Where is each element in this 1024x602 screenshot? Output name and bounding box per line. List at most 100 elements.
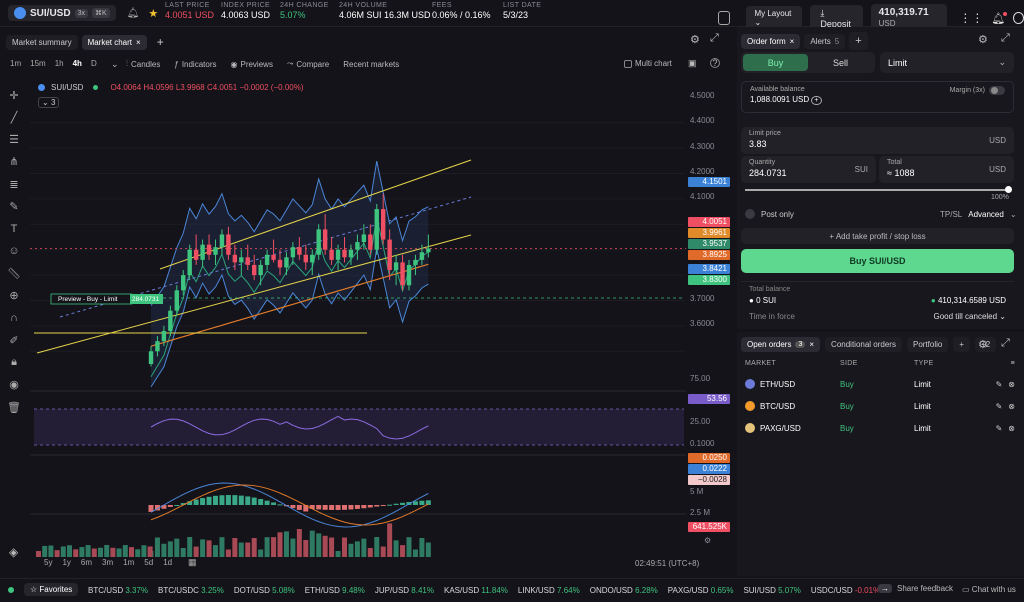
plus-icon[interactable]: +: [811, 96, 822, 105]
timeframe-15m[interactable]: 15m: [30, 59, 46, 68]
order-row[interactable]: ETH/USD Buy Limit ✎ ⊗: [745, 373, 1015, 395]
add-tab-button[interactable]: +: [953, 337, 971, 352]
layout-toggle-icon[interactable]: [718, 11, 731, 25]
tab-order-form[interactable]: Order form ×: [741, 33, 801, 49]
buy-tab[interactable]: Buy: [743, 54, 808, 71]
timeframe-1m[interactable]: 1m: [10, 59, 22, 68]
range-6m[interactable]: 6m: [80, 558, 93, 567]
horizontal-lines-icon[interactable]: ☰: [9, 134, 19, 147]
more-tabs-button[interactable]: +2: [975, 337, 997, 352]
indicators-button[interactable]: ƒ Indicators: [174, 60, 216, 69]
amount-slider[interactable]: [745, 186, 1012, 193]
text-icon[interactable]: T: [10, 222, 18, 235]
favorites-button[interactable]: ☆ Favorites: [24, 583, 79, 596]
checkbox[interactable]: [745, 209, 755, 219]
range-1m[interactable]: 1m: [123, 558, 135, 567]
tpsl-selector[interactable]: TP/SL Advanced ⌄: [940, 210, 1017, 219]
magnet-icon[interactable]: ∩: [10, 311, 18, 324]
total-field[interactable]: Total ≈ 1088 USD: [879, 156, 1014, 183]
settings-icon[interactable]: ⚙: [978, 339, 988, 351]
edit-icon[interactable]: ✎: [995, 401, 1003, 411]
previews-button[interactable]: ◉ Previews: [231, 60, 273, 69]
add-tab-button[interactable]: +: [849, 32, 868, 50]
expand-icon[interactable]: ⤢: [1001, 337, 1010, 349]
post-only-option[interactable]: Post only: [745, 209, 794, 219]
lock-drawing-icon[interactable]: ✐: [9, 334, 19, 347]
trend-line-icon[interactable]: ╱: [10, 111, 18, 124]
tab-portfolio[interactable]: Portfolio: [906, 337, 949, 352]
help-icon[interactable]: ?: [710, 58, 720, 68]
cancel-icon[interactable]: ⊗: [1008, 401, 1015, 411]
pitchfork-icon[interactable]: ⋔: [9, 156, 19, 169]
ticker-item[interactable]: USDC/USD -0.01%: [811, 586, 878, 595]
indicator-toggle[interactable]: ⌄ 3: [38, 97, 60, 108]
timeframe-1h[interactable]: 1h: [54, 59, 64, 68]
close-icon[interactable]: ×: [136, 37, 141, 47]
eye-icon[interactable]: ◉: [9, 379, 19, 392]
cancel-icon[interactable]: ⊗: [1008, 379, 1015, 389]
zoom-in-icon[interactable]: ⊕: [9, 290, 19, 303]
quantity-field[interactable]: Quantity 284.0731 SUI: [741, 156, 876, 183]
candles-button[interactable]: ⫶ Candles: [126, 59, 160, 69]
ticker-item[interactable]: SUI/USD 5.07%: [743, 586, 800, 595]
add-tp-sl-button[interactable]: + Add take profit / stop loss: [741, 228, 1014, 244]
tab-market-chart[interactable]: Market chart ×: [81, 34, 147, 50]
timeframe-4h[interactable]: 4h: [72, 59, 82, 68]
sell-tab[interactable]: Sell: [832, 57, 848, 68]
ticker-item[interactable]: LINK/USD 7.64%: [518, 586, 580, 595]
multi-chart-toggle[interactable]: Multi chart: [624, 59, 672, 68]
buy-submit-button[interactable]: Buy SUI/USD: [741, 249, 1014, 273]
tif-select[interactable]: Good till canceled ⌄: [933, 312, 1006, 321]
tab-alerts[interactable]: Alerts 5: [804, 33, 846, 49]
expand-icon[interactable]: ⤢: [1001, 32, 1010, 44]
star-icon[interactable]: ★: [148, 7, 159, 20]
ticker-item[interactable]: DOT/USD 5.08%: [234, 586, 295, 595]
ticker-item[interactable]: BTC/USDC 3.25%: [158, 586, 224, 595]
edit-icon[interactable]: ✎: [995, 423, 1003, 433]
expand-icon[interactable]: ⤢: [710, 32, 719, 44]
ticker-item[interactable]: ONDO/USD 6.28%: [590, 586, 658, 595]
ticker-item[interactable]: JUP/USD 8.41%: [375, 586, 434, 595]
timeframe-D[interactable]: D: [90, 59, 97, 68]
ticker-item[interactable]: KAS/USD 11.84%: [444, 586, 508, 595]
range-3m[interactable]: 3m: [102, 558, 114, 567]
range-1d[interactable]: 1d: [163, 558, 173, 567]
tab-conditional-orders[interactable]: Conditional orders: [825, 337, 902, 352]
cancel-icon[interactable]: ⊗: [1008, 423, 1015, 433]
user-icon[interactable]: [1013, 12, 1024, 24]
range-5y[interactable]: 5y: [44, 558, 53, 567]
brush-icon[interactable]: ✎: [9, 200, 19, 213]
chart-settings-icon[interactable]: ⚙: [704, 536, 712, 545]
layout-dropdown[interactable]: My Layout ⌄: [746, 6, 803, 30]
settings-icon[interactable]: ⚙: [978, 34, 988, 46]
tab-open-orders[interactable]: Open orders 3 ×: [741, 337, 821, 352]
order-row[interactable]: PAXG/USD Buy Limit ✎ ⊗: [745, 417, 1015, 439]
recent-markets-button[interactable]: Recent markets: [343, 60, 399, 69]
bell-icon[interactable]: 🔔︎: [126, 7, 140, 19]
lock-icon[interactable]: 🔒︎: [11, 356, 17, 369]
ruler-icon[interactable]: 📏︎: [7, 267, 21, 280]
edit-icon[interactable]: ✎: [995, 379, 1003, 389]
share-feedback-button[interactable]: → Share feedback: [878, 584, 953, 593]
chat-button[interactable]: ▭ Chat with us: [962, 585, 1016, 594]
calendar-icon[interactable]: ▦: [188, 557, 197, 567]
range-1y[interactable]: 1y: [62, 558, 71, 567]
ticker-item[interactable]: PAXG/USD 0.65%: [668, 586, 734, 595]
order-row[interactable]: BTC/USD Buy Limit ✎ ⊗: [745, 395, 1015, 417]
compare-button[interactable]: ⤳ Compare: [287, 59, 329, 69]
symbol-selector[interactable]: SUI/USD 3x ⌘K: [8, 5, 116, 21]
preview-order-label[interactable]: Preview - Buy - Limit 284.0731: [50, 293, 163, 305]
add-tab-button[interactable]: +: [156, 35, 164, 49]
crosshair-icon[interactable]: ✛: [9, 89, 19, 102]
close-icon[interactable]: ×: [789, 36, 795, 46]
fib-icon[interactable]: ≣: [9, 178, 19, 191]
order-type-select[interactable]: Limit ⌄: [880, 52, 1014, 73]
apps-grid-icon[interactable]: ⋮⋮: [959, 11, 984, 25]
tab-market-summary[interactable]: Market summary: [6, 34, 78, 50]
layers-icon[interactable]: ◈: [9, 545, 19, 559]
trash-icon[interactable]: 🗑︎: [7, 401, 21, 414]
emoji-icon[interactable]: ☺: [8, 245, 20, 258]
camera-icon[interactable]: ▣: [688, 58, 697, 68]
price-chart[interactable]: Preview - Buy - Limit284.073179111315171…: [30, 76, 686, 566]
checkbox[interactable]: [624, 59, 632, 68]
